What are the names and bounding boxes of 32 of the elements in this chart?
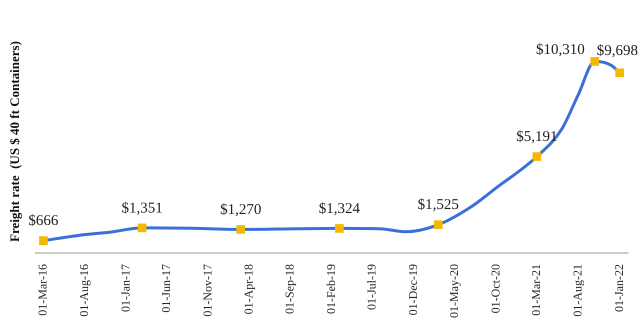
point xyxy=(434,220,443,229)
x-tick-label: 01-Oct-20 xyxy=(488,264,502,314)
x-tick-label: 01-Apr-18 xyxy=(241,264,256,314)
data-label: $1,324 xyxy=(318,200,360,217)
point xyxy=(39,236,48,245)
data-label: $5,191 xyxy=(516,128,558,145)
x-tick-label: 01-Jun-17 xyxy=(159,264,174,313)
x-tick-label: 01-Mar-16 xyxy=(36,264,50,316)
x-tick-label: 01-Dec-19 xyxy=(406,264,420,316)
point xyxy=(615,68,624,78)
data-label: $1,351 xyxy=(121,200,163,216)
point xyxy=(532,152,542,161)
point xyxy=(590,57,600,66)
x-tick-label: 01-Jan-22 xyxy=(612,264,626,312)
point xyxy=(138,224,146,232)
point xyxy=(335,224,344,233)
data-label: $10,310 xyxy=(536,42,585,58)
x-tick-label: 01-Jan-17 xyxy=(118,264,132,312)
x-tick-label: 01-Nov-17 xyxy=(200,264,214,317)
x-tick-label: 01-Aug-21 xyxy=(570,264,584,317)
data-label: $9,698 xyxy=(596,43,638,60)
x-tick-label: 01-Mar-21 xyxy=(529,264,544,316)
point xyxy=(236,225,246,234)
data-label: $1,270 xyxy=(220,202,262,218)
x-tick-label: 01-Jul-19 xyxy=(364,264,378,310)
data-label: $1,525 xyxy=(418,197,459,214)
y-axis-title: Freight rate (US $ 40 ft Containers) xyxy=(7,41,22,242)
x-tick-label: 01-Aug-16 xyxy=(76,264,91,317)
x-tick-label: 01-May-20 xyxy=(446,264,461,318)
x-tick-label: 01-Sep-18 xyxy=(282,264,297,314)
data-label: $666 xyxy=(28,213,59,230)
x-tick-label: 01-Feb-19 xyxy=(324,264,338,314)
